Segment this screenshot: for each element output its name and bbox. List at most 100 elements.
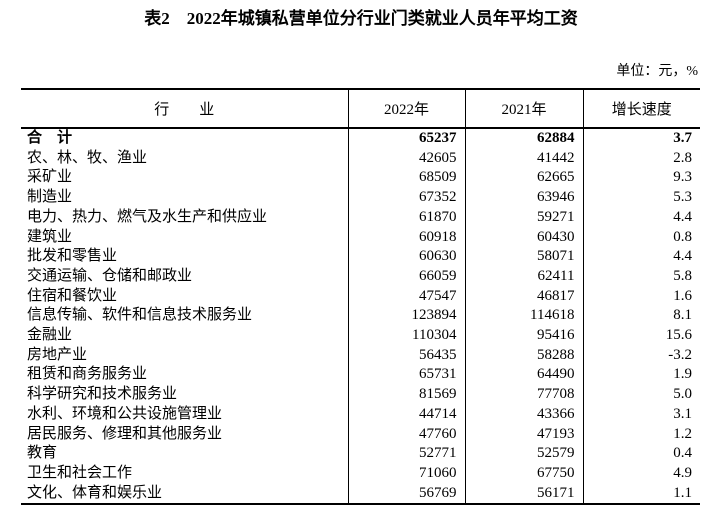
- industry-name: 水利、环境和公共设施管理业: [21, 404, 349, 425]
- page-title: 表2 2022年城镇私营单位分行业门类就业人员年平均工资: [144, 9, 578, 28]
- table-row: 卫生和社会工作 71060 67750 4.9: [21, 463, 700, 484]
- industry-name: 制造业: [21, 188, 349, 208]
- industry-name: 卫生和社会工作: [21, 463, 349, 484]
- value-2022: 42605: [348, 148, 466, 169]
- table-row: 合 计 65237 62884 3.7: [21, 128, 700, 149]
- value-2022: 110304: [348, 326, 466, 346]
- value-2021: 60430: [465, 227, 584, 248]
- value-growth: 1.2: [673, 425, 692, 442]
- industry-name: 信息传输、软件和信息技术服务业: [21, 306, 349, 327]
- value-2022: 52771: [348, 444, 466, 464]
- value-2021: 58071: [465, 247, 584, 267]
- value-2022: 67352: [348, 188, 466, 208]
- value-growth: 0.8: [673, 228, 692, 245]
- table-row: 采矿业 68509 62665 9.3: [21, 168, 700, 189]
- value-growth: 5.3: [673, 189, 692, 206]
- value-2021: 46817: [465, 286, 584, 307]
- industry-name: 房地产业: [21, 345, 349, 366]
- value-2022: 56435: [348, 345, 466, 366]
- value-growth: 8.1: [673, 307, 692, 324]
- value-2022: 81569: [348, 385, 466, 405]
- value-2021: 43366: [465, 404, 584, 425]
- column-header-industry: 行 业: [21, 89, 349, 128]
- table-body: 合 计 65237 62884 3.7 农、林、牧、渔业 42605 41442 2.8 采矿业…: [21, 128, 700, 505]
- industry-name: 农、林、牧、渔业: [21, 148, 349, 169]
- table-row: 批发和零售业 60630 58071 4.4: [21, 247, 700, 267]
- value-growth: 0.4: [673, 445, 692, 462]
- value-2021: 41442: [465, 148, 584, 169]
- industry-name: 住宿和餐饮业: [21, 286, 349, 307]
- value-growth: 15.6: [665, 327, 692, 344]
- value-2021: 77708: [465, 385, 584, 405]
- value-2021: 59271: [465, 207, 584, 228]
- value-2021: 67750: [465, 463, 584, 484]
- value-2022: 47760: [348, 424, 466, 445]
- value-2022: 44714: [348, 404, 466, 425]
- table-row: 住宿和餐饮业 47547 46817 1.6: [21, 286, 700, 307]
- table-row: 制造业 67352 63946 5.3: [21, 188, 700, 208]
- value-2021: 63946: [465, 188, 584, 208]
- value-growth: 4.4: [673, 248, 692, 265]
- value-2022: 60918: [348, 227, 466, 248]
- value-2022: 60630: [348, 247, 466, 267]
- value-2021: 64490: [465, 365, 584, 386]
- industry-name: 居民服务、修理和其他服务业: [21, 424, 349, 445]
- value-2022: 123894: [348, 306, 466, 327]
- industry-name: 文化、体育和娱乐业: [21, 483, 349, 505]
- industry-name: 金融业: [21, 326, 349, 346]
- value-growth: 5.0: [673, 386, 692, 403]
- table-row: 租赁和商务服务业 65731 64490 1.9: [21, 365, 700, 386]
- table-row: 教育 52771 52579 0.4: [21, 444, 700, 464]
- value-2021: 47193: [465, 424, 584, 445]
- table-row: 水利、环境和公共设施管理业 44714 43366 3.1: [21, 404, 700, 425]
- column-header-2022: 2022年: [348, 89, 466, 128]
- value-2021: 95416: [465, 326, 584, 346]
- wage-table: 行 业 2022年 2021年 增长速度 合 计 65237 62884 3.7 农、林…: [21, 88, 700, 506]
- value-2021: 56171: [465, 483, 584, 505]
- value-2021: 62665: [465, 168, 584, 189]
- table-row: 文化、体育和娱乐业 56769 56171 1.1: [21, 483, 700, 505]
- value-growth: 1.6: [673, 287, 692, 304]
- industry-name: 建筑业: [21, 227, 349, 248]
- table-row: 电力、热力、燃气及水生产和供应业 61870 59271 4.4: [21, 207, 700, 228]
- value-growth: 2.8: [673, 149, 692, 166]
- value-growth: 3.7: [673, 130, 692, 146]
- column-header-growth: 增长速度: [611, 102, 672, 118]
- value-2022: 66059: [348, 266, 466, 287]
- table-row: 信息传输、软件和信息技术服务业 123894 114618 8.1: [21, 306, 700, 327]
- value-growth: 1.9: [673, 366, 692, 383]
- industry-name: 批发和零售业: [21, 247, 349, 267]
- value-growth: 4.4: [673, 208, 692, 225]
- industry-name: 教育: [21, 444, 349, 464]
- table-row: 房地产业 56435 58288 -3.2: [21, 345, 700, 366]
- industry-name: 租赁和商务服务业: [21, 365, 349, 386]
- column-header-2021: 2021年: [465, 89, 584, 128]
- industry-name: 科学研究和技术服务业: [21, 385, 349, 405]
- value-growth: -3.2: [668, 346, 692, 363]
- table-row: 建筑业 60918 60430 0.8: [21, 227, 700, 248]
- value-2022: 61870: [348, 207, 466, 228]
- value-2021: 62411: [465, 266, 584, 287]
- industry-name: 采矿业: [21, 168, 349, 189]
- value-growth: 4.9: [673, 464, 692, 481]
- value-2021: 52579: [465, 444, 584, 464]
- value-2022: 68509: [348, 168, 466, 189]
- unit-note: 单位：元，%: [616, 64, 698, 79]
- value-2022: 47547: [348, 286, 466, 307]
- value-growth: 5.8: [673, 267, 692, 284]
- industry-name: 交通运输、仓储和邮政业: [21, 266, 349, 287]
- value-2022: 56769: [348, 483, 466, 505]
- industry-name: 电力、热力、燃气及水生产和供应业: [21, 207, 349, 228]
- table-row: 居民服务、修理和其他服务业 47760 47193 1.2: [21, 424, 700, 445]
- value-growth: 3.1: [673, 405, 692, 422]
- value-2022: 65731: [348, 365, 466, 386]
- value-2021: 58288: [465, 345, 584, 366]
- table-row: 金融业 110304 95416 15.6: [21, 326, 700, 346]
- value-growth: 1.1: [673, 484, 692, 501]
- value-2022: 71060: [348, 463, 466, 484]
- table-row: 农、林、牧、渔业 42605 41442 2.8: [21, 148, 700, 169]
- value-2021: 114618: [465, 306, 584, 327]
- value-2022: 65237: [348, 128, 466, 149]
- industry-name: 合 计: [21, 128, 349, 149]
